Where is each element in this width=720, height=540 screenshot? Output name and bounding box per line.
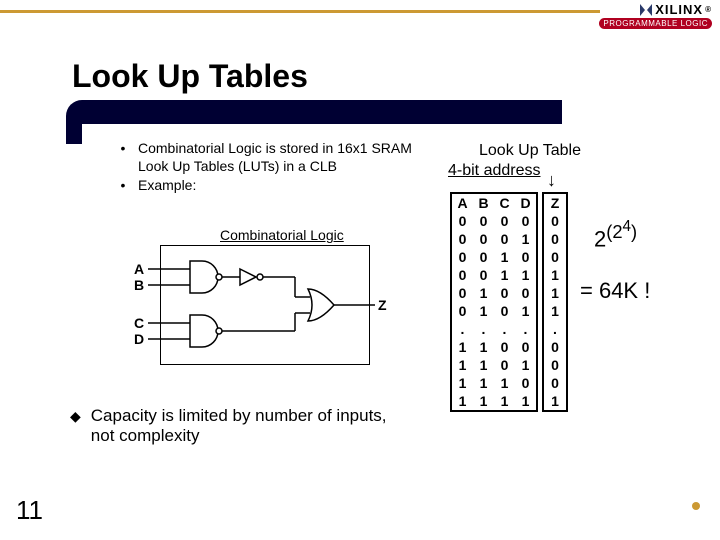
page-number: 11: [16, 495, 43, 526]
formula-exp-inner: 4: [623, 218, 632, 235]
brand-name-text: XILINX: [655, 2, 703, 17]
bullet-item: • Combinatorial Logic is stored in 16x1 …: [120, 140, 420, 175]
bullet-text: Combinatorial Logic is stored in 16x1 SR…: [138, 140, 420, 175]
lut-subtitle: 4-bit address: [448, 162, 598, 180]
truth-table-inputs: ABCD000000010010001101000101....11001101…: [450, 192, 538, 412]
header-stripe: [0, 10, 600, 13]
diamond-marker: ◆: [70, 406, 81, 446]
header-bar: XILINX® PROGRAMMABLE LOGIC: [0, 0, 720, 36]
lut-arrow-icon: ↓: [547, 170, 556, 191]
bullet-marker: •: [120, 177, 126, 195]
brand-block: XILINX® PROGRAMMABLE LOGIC: [599, 2, 712, 29]
formula-combinations: 2(24): [594, 218, 637, 252]
xilinx-x-icon: [639, 3, 653, 17]
brand-badge: PROGRAMMABLE LOGIC: [599, 18, 712, 29]
logic-diagram: Combinatorial Logic A B C D Z: [120, 225, 400, 375]
bullet-list: • Combinatorial Logic is stored in 16x1 …: [120, 140, 420, 197]
capacity-bullet: ◆ Capacity is limited by number of input…: [70, 406, 390, 446]
formula-exp-outer: (2: [606, 221, 622, 242]
bullet-text: Example:: [138, 177, 420, 195]
bullet-item: • Example:: [120, 177, 420, 195]
title-left: [66, 120, 82, 144]
brand-name: XILINX®: [639, 2, 712, 17]
capacity-text: Capacity is limited by number of inputs,…: [91, 406, 390, 446]
truth-table-output: Z000111.0001: [542, 192, 568, 412]
gates-svg: [120, 225, 400, 375]
formula-base: 2: [594, 226, 606, 251]
lut-title: Look Up Table: [455, 142, 605, 160]
slide-title: Look Up Tables: [72, 58, 308, 95]
formula-exp-close: ): [631, 221, 637, 242]
accent-dot-icon: [692, 502, 700, 510]
bullet-marker: •: [120, 140, 126, 175]
title-underbar: [82, 100, 562, 124]
formula-result: = 64K !: [580, 278, 650, 304]
slide-title-block: Look Up Tables: [72, 58, 308, 95]
